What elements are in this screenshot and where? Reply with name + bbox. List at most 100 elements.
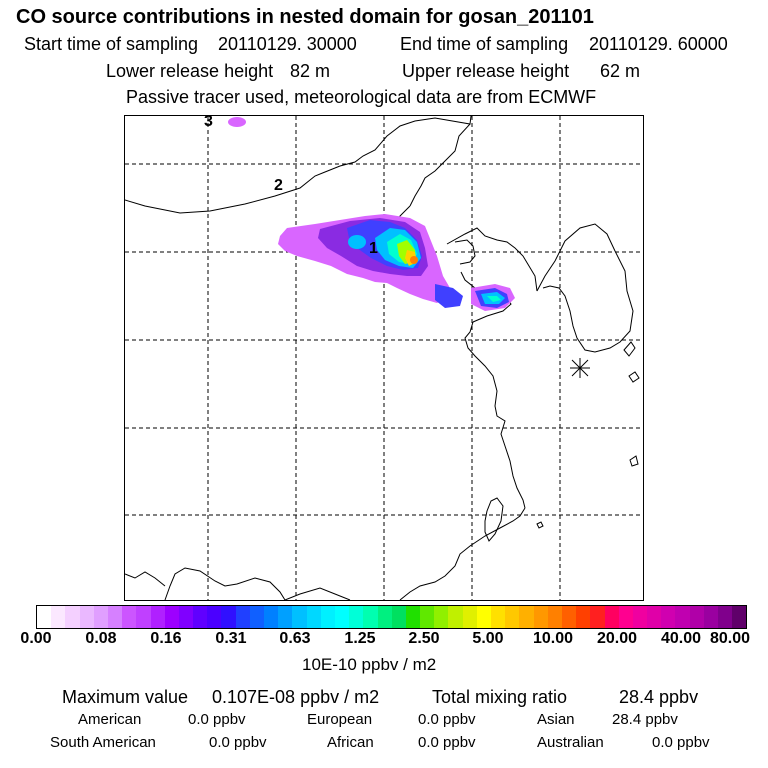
colorbar-segment [150, 606, 165, 628]
colorbar-tick: 80.00 [709, 630, 751, 647]
colorbar-segment [377, 606, 392, 628]
colorbar-tick: 0.31 [215, 630, 247, 647]
colorbar-segment [249, 606, 264, 628]
south-china-coast [399, 507, 526, 600]
japan-islet-2 [628, 371, 640, 383]
colorbar-segment [221, 606, 236, 628]
lower-release-label: Lower release height [106, 61, 274, 81]
end-time-label: End time of sampling [400, 34, 569, 54]
region-name: South American [50, 734, 156, 751]
coastlines-borders [125, 116, 640, 600]
colorbar-segment [79, 606, 94, 628]
colorbar-segment [122, 606, 137, 628]
ryukyu-islet [629, 455, 639, 467]
liaodong-coast [454, 239, 476, 265]
colorbar-segment [93, 606, 108, 628]
plume-korea-peak [487, 296, 501, 302]
map-canvas: 1 2 3 [125, 116, 643, 600]
colorbar-segment [576, 606, 591, 628]
korea-border [446, 227, 538, 292]
colorbar-segment [505, 606, 520, 628]
colorbar-segment [689, 606, 704, 628]
max-value-label: Maximum value [62, 687, 189, 707]
colorbar-segment [65, 606, 80, 628]
colorbar-segment [207, 606, 222, 628]
trajectory-label-1: 1 [369, 240, 378, 257]
co-plume [228, 117, 515, 311]
plume-blob-far [228, 117, 246, 127]
region-name: American [78, 711, 142, 728]
colorbar-segment [476, 606, 491, 628]
colorbar-segment [164, 606, 179, 628]
colorbar-segment [434, 606, 449, 628]
colorbar-segment [519, 606, 534, 628]
plume-max [410, 256, 418, 264]
colorbar-tick: 0.00 [20, 630, 52, 647]
colorbar-segment [561, 606, 577, 628]
colorbar-segment [264, 606, 279, 628]
region-name: Asian [537, 711, 575, 728]
colorbar-segment [732, 606, 747, 628]
colorbar-segment [420, 606, 435, 628]
small-islet [536, 521, 544, 529]
colorbar-tick: 10.00 [532, 630, 574, 647]
lower-release-value: 82 m [290, 61, 331, 81]
colorbar-segment [349, 606, 364, 628]
plume-core-west [348, 235, 366, 249]
colorbar-tick: 0.08 [85, 630, 117, 647]
start-time-value: 20110129. 30000 [218, 34, 357, 54]
colorbar-tick: 40.00 [660, 630, 702, 647]
japan-islet [623, 341, 636, 357]
region-name: African [327, 734, 374, 751]
region-name: Australian [537, 734, 604, 751]
colorbar-segment [675, 606, 690, 628]
korean-peninsula-coast [536, 223, 634, 353]
max-value: 0.107E-08 ppbv / m2 [212, 687, 380, 707]
southwest-border [164, 567, 286, 600]
region-value: 0.0 ppbv [188, 711, 246, 728]
colorbar-segment [278, 606, 293, 628]
colorbar-unit: 10E-10 ppbv / m2 [302, 655, 437, 674]
region-value: 0.0 ppbv [418, 711, 476, 728]
taiwan-island [484, 497, 504, 542]
south-border [284, 587, 351, 600]
east-china-coast [464, 321, 526, 509]
colorbar-tick: 0.63 [279, 630, 311, 647]
colorbar-tick: 1.25 [344, 630, 376, 647]
colorbar-segment [320, 606, 335, 628]
colorbar-segment [547, 606, 562, 628]
colorbar-segment [533, 606, 548, 628]
graticule [125, 116, 643, 600]
region-value: 0.0 ppbv [418, 734, 476, 751]
colorbar-segment [292, 606, 307, 628]
tracer-note: Passive tracer used, meteorological data… [126, 87, 597, 107]
colorbar-segment [462, 606, 477, 628]
upper-release-value: 62 m [600, 61, 641, 81]
colorbar-segment [604, 606, 619, 628]
trajectory-label-3: 3 [204, 116, 213, 130]
colorbar-segment [334, 606, 350, 628]
colorbar-tick: 5.00 [472, 630, 504, 647]
colorbar-segment [718, 606, 733, 628]
region-value: 28.4 ppbv [612, 711, 678, 728]
colorbar-segment [590, 606, 605, 628]
region-value: 0.0 ppbv [652, 734, 710, 751]
map-panel: 1 2 3 [124, 115, 644, 601]
region-value: 0.0 ppbv [209, 734, 267, 751]
colorbar-segment [37, 606, 52, 628]
colorbar-segment [306, 606, 321, 628]
colorbar-segment [363, 606, 378, 628]
trajectory-label-2: 2 [274, 177, 283, 194]
start-time-label: Start time of sampling [24, 34, 199, 54]
plume-tail [435, 284, 463, 308]
colorbar-segment [235, 606, 250, 628]
total-mixing-value: 28.4 ppbv [619, 687, 699, 707]
colorbar-segment [405, 606, 421, 628]
colorbar-segment [647, 606, 662, 628]
colorbar-segment [448, 606, 463, 628]
colorbar-segment [391, 606, 406, 628]
colorbar-segment [491, 606, 506, 628]
colorbar [36, 605, 747, 629]
colorbar-segment [661, 606, 676, 628]
colorbar-tick: 20.00 [596, 630, 638, 647]
